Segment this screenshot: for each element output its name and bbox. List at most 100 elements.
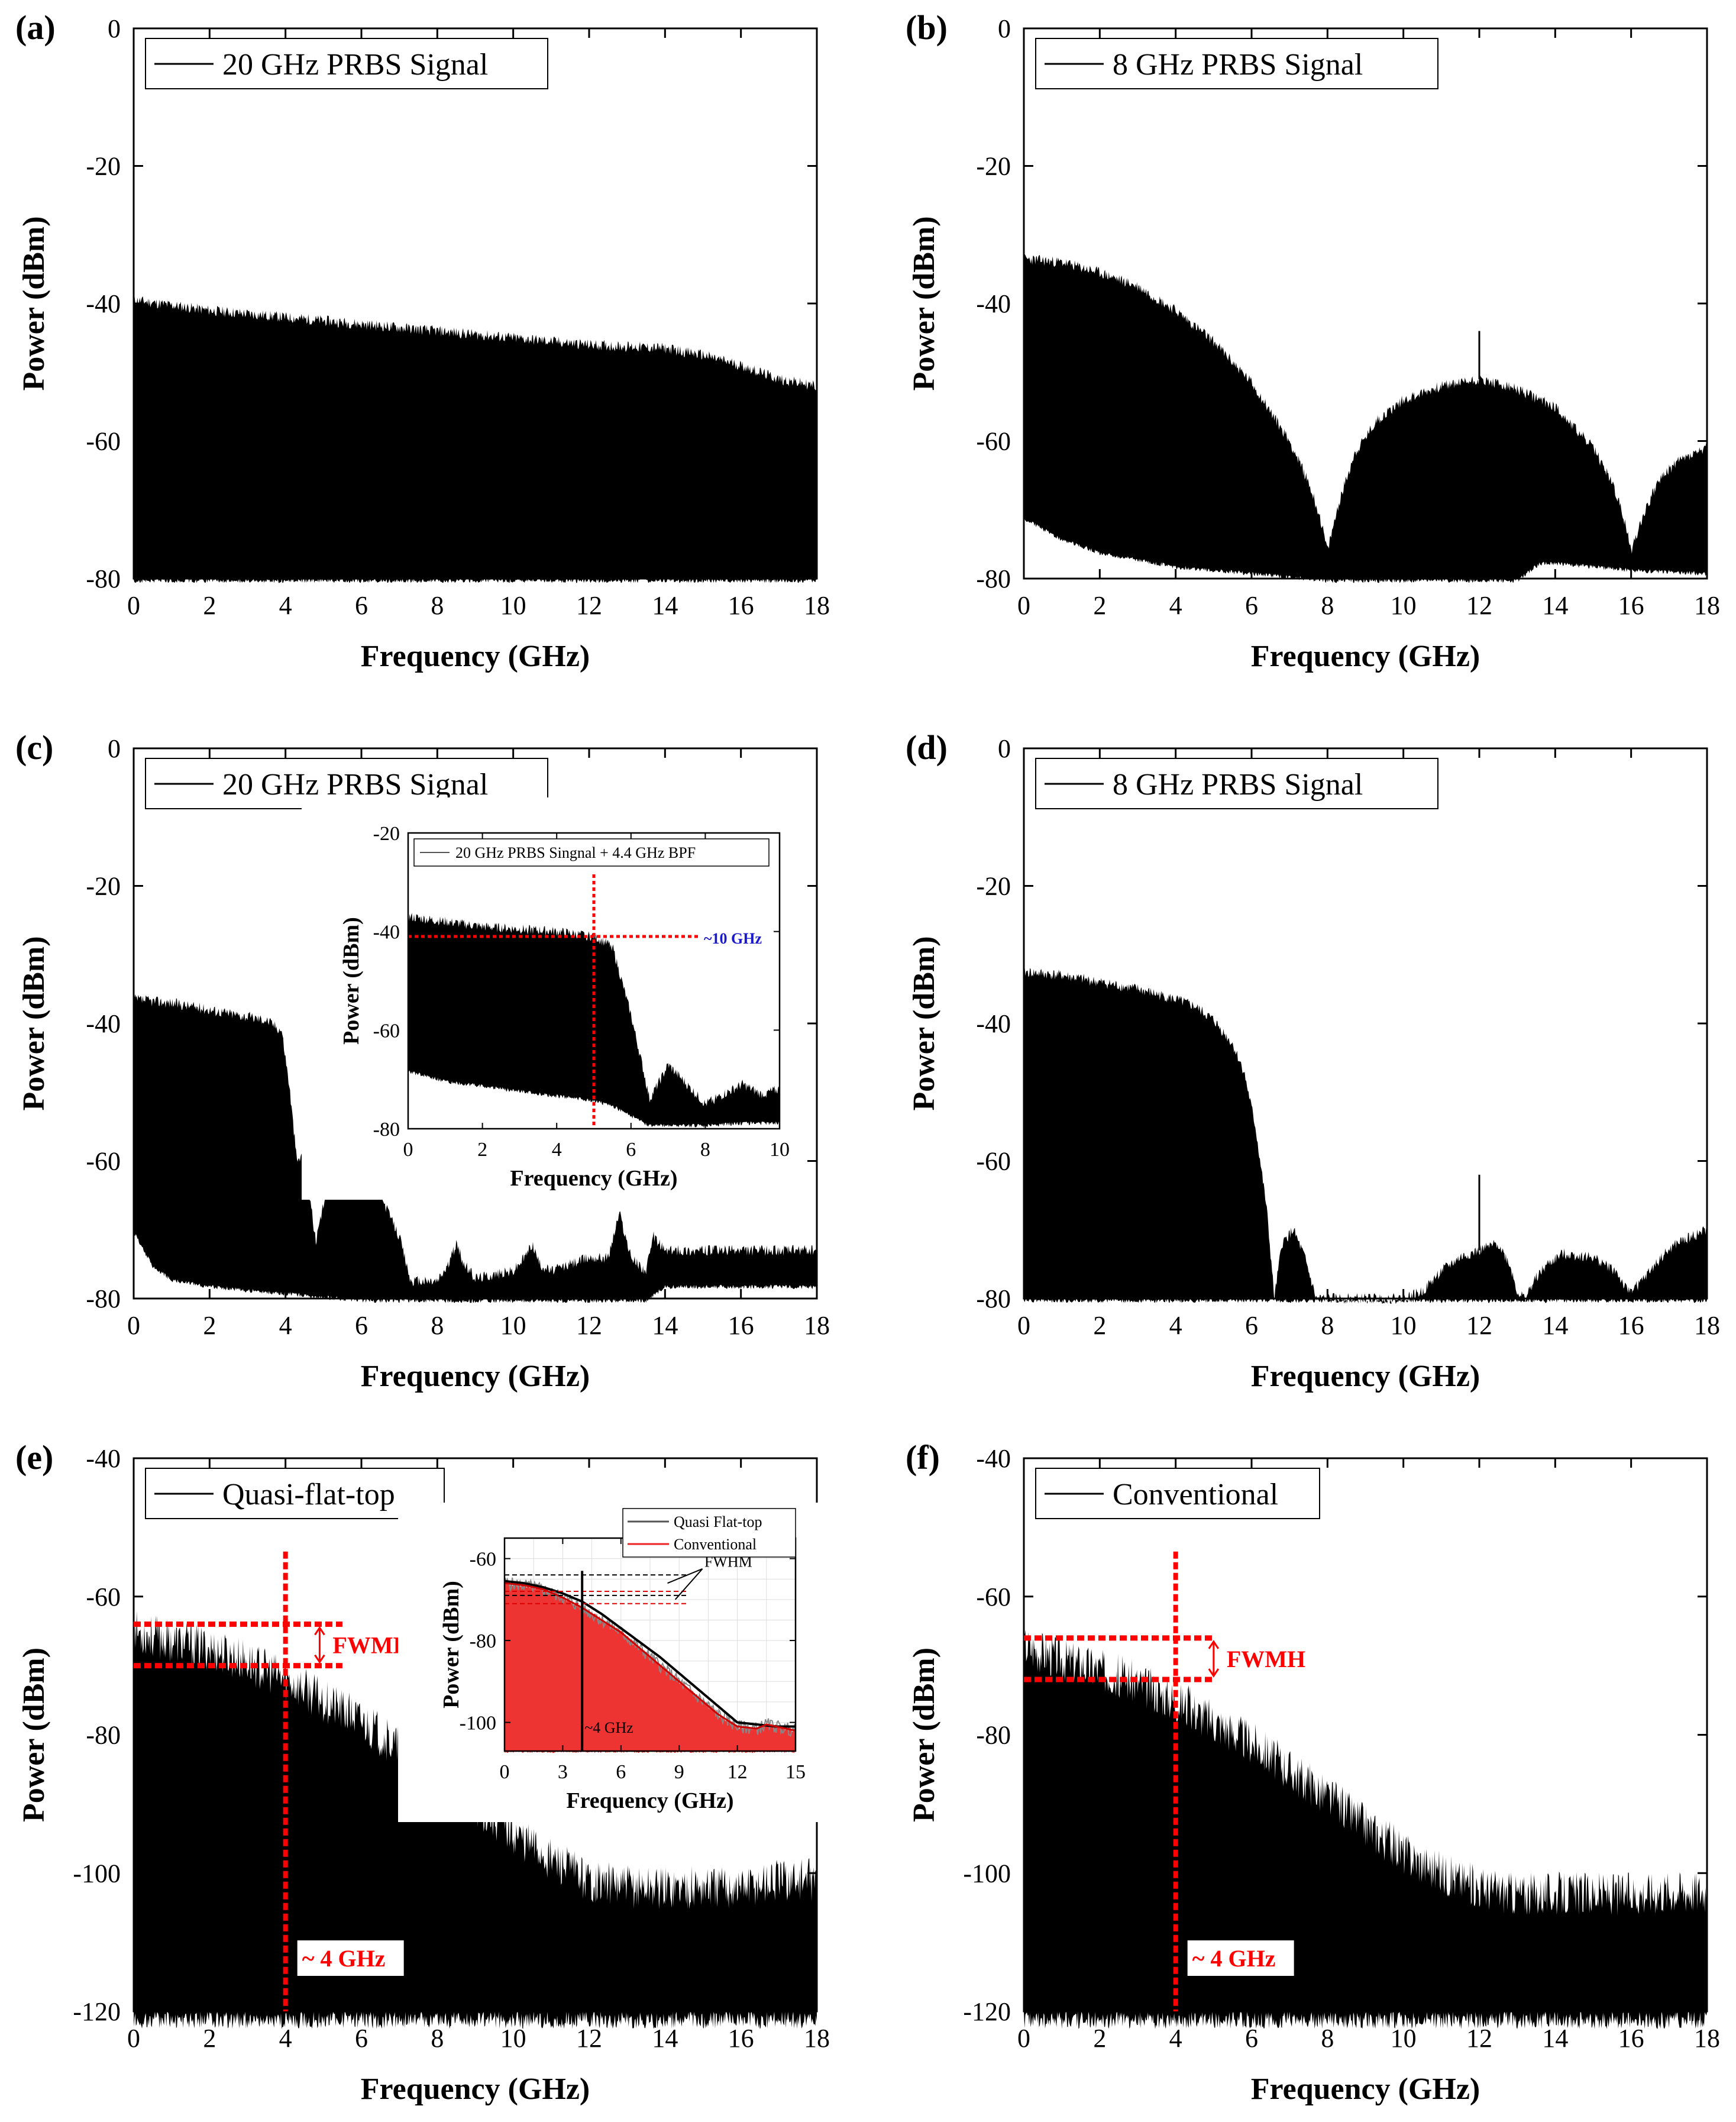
x-tick-label: 6 [1245,1311,1258,1340]
x-tick-label: 12 [1466,1311,1492,1340]
x-tick-label: 10 [770,1139,790,1161]
legend-label: Conventional [1113,1478,1278,1511]
x-tick-label: 14 [652,591,678,620]
legend: Conventional [1035,1468,1320,1519]
inset-conventional-area [505,1581,796,1753]
x-tick-label: 14 [652,1311,678,1340]
x-tick-label: 14 [652,2024,678,2053]
panel-label: (b) [906,8,948,47]
y-tick-label: -120 [73,1997,121,2026]
x-axis-label: Frequency (GHz) [361,2072,590,2106]
inset-annotation: ~10 GHz [704,930,762,947]
x-tick-label: 10 [500,1311,526,1340]
marker-label: ~ 4 GHz [302,1945,386,1972]
y-tick-label: -80 [976,1284,1011,1313]
x-tick-label: 0 [127,1311,140,1340]
panel-label: (e) [15,1438,53,1477]
y-tick-label: 0 [108,734,121,763]
y-tick-label: -120 [963,1997,1011,2026]
y-axis-label: Power (dBm) [17,936,51,1110]
x-tick-label: 10 [1391,2024,1417,2053]
y-tick-label: -40 [976,1009,1011,1038]
fwmh-label: FWMH [1227,1646,1305,1672]
x-tick-label: 0 [1017,1311,1030,1340]
x-tick-label: 12 [576,1311,602,1340]
legend-label: 8 GHz PRBS Signal [1113,48,1363,82]
y-axis-label: Power (dBm) [439,1581,464,1708]
x-tick-label: 14 [1542,591,1568,620]
y-tick-label: -60 [976,1582,1011,1611]
y-tick-label: -40 [976,1444,1011,1473]
x-tick-label: 12 [728,1761,748,1783]
x-tick-label: 0 [403,1139,413,1161]
x-tick-label: 4 [1169,1311,1182,1340]
x-tick-label: 14 [1542,1311,1568,1340]
x-tick-label: 2 [477,1139,487,1161]
x-tick-label: 6 [626,1139,636,1161]
x-tick-label: 6 [355,2024,368,2053]
x-tick-label: 10 [1391,591,1417,620]
y-tick-label: -60 [976,1147,1011,1176]
chart-panel-f: 0 2 4 6 8 10 12 14 16 18 -40 -60 -80 -100 -120 Frequenc… [906,1438,1720,2106]
x-tick-label: 4 [279,2024,292,2053]
x-tick-label: 6 [616,1761,626,1783]
chart-panel-a: 0 2 4 6 8 10 12 14 16 18 0 -20 -40 -60 -80 Frequency (G… [15,8,830,673]
x-tick-label: 6 [355,1311,368,1340]
y-axis-label: Power (dBm) [907,216,941,390]
y-tick-label: -100 [963,1859,1011,1888]
x-tick-label: 4 [1169,591,1182,620]
y-axis-label: Power (dBm) [907,936,941,1110]
inset-chart: ~10 GHz 0 2 4 6 8 10 -20 -40 -60 -80 Frequency (GHz… [302,797,803,1200]
x-tick-label: 15 [785,1761,806,1783]
y-tick-label: -20 [86,872,121,901]
y-tick-label: -80 [470,1630,496,1652]
y-tick-label: -20 [976,872,1011,901]
y-tick-label: -60 [86,427,121,456]
x-tick-label: 6 [1245,2024,1258,2053]
x-axis-label: Frequency (GHz) [1251,1359,1480,1393]
y-tick-label: -60 [86,1582,121,1611]
inset-legend-label: Quasi Flat-top [674,1513,762,1530]
x-axis-label: Frequency (GHz) [566,1788,733,1813]
x-tick-label: 4 [279,591,292,620]
x-tick-label: 16 [1618,1311,1644,1340]
y-tick-label: -60 [470,1549,496,1571]
x-tick-label: 2 [203,2024,216,2053]
spectrum-area [1024,967,1707,1304]
spectrum-area [1024,254,1707,583]
y-tick-label: -40 [86,289,121,318]
panel-label: (c) [15,728,53,767]
y-tick-label: -80 [86,1284,121,1313]
x-axis-label: Frequency (GHz) [1251,639,1480,673]
x-tick-label: 0 [127,591,140,620]
x-tick-label: 18 [804,1311,830,1340]
x-tick-label: 10 [500,591,526,620]
inset-conventional-line [504,1582,796,1732]
y-tick-label: -60 [976,427,1011,456]
x-tick-label: 9 [674,1761,684,1783]
x-tick-label: 18 [1694,591,1720,620]
x-tick-label: 18 [1694,2024,1720,2053]
y-tick-label: -80 [86,1721,121,1750]
x-tick-label: 16 [1618,2024,1644,2053]
chart-panel-e: 0 2 4 6 8 10 12 14 16 18 -40 -60 -80 -100 -120 Frequenc… [15,1438,830,2106]
marker-label: ~ 4 GHz [1192,1945,1276,1972]
legend-label: 8 GHz PRBS Signal [1113,768,1363,802]
y-tick-label: 0 [998,734,1011,763]
y-axis-label: Power (dBm) [907,1648,941,1822]
y-tick-label: -20 [86,152,121,181]
panel-label: (f) [906,1438,940,1477]
x-tick-label: 0 [1017,2024,1030,2053]
x-tick-label: 8 [431,1311,444,1340]
inset-legend-box [622,1508,796,1558]
x-tick-label: 0 [500,1761,510,1783]
marker-label-bg [297,1940,404,1976]
inset-fwhm-pointer [667,1568,703,1600]
legend-label: 20 GHz PRBS Signal [222,768,488,802]
x-tick-label: 6 [355,591,368,620]
y-axis-label: Power (dBm) [17,1648,51,1822]
x-tick-label: 2 [1093,591,1106,620]
x-tick-label: 2 [1093,2024,1106,2053]
x-tick-label: 2 [203,591,216,620]
